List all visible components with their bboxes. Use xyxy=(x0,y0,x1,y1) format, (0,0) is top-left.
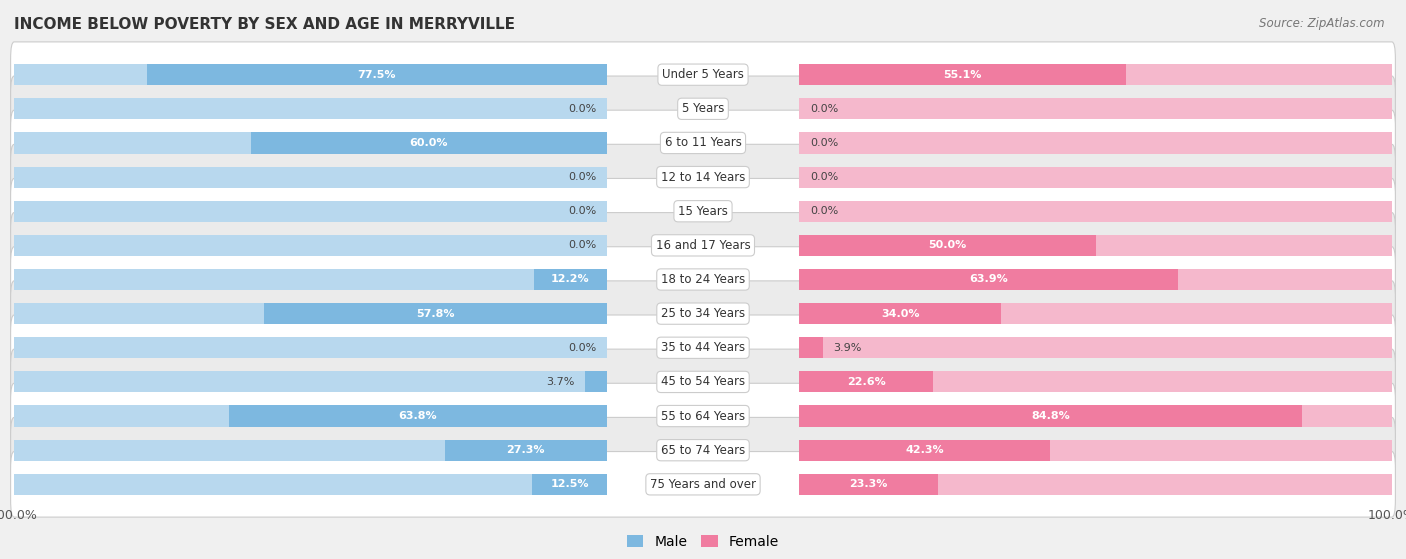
Bar xyxy=(800,303,1392,324)
Text: 12.2%: 12.2% xyxy=(551,274,589,285)
Bar xyxy=(533,473,606,495)
Text: 27.3%: 27.3% xyxy=(506,445,546,455)
Text: 3.9%: 3.9% xyxy=(832,343,862,353)
Bar xyxy=(14,303,606,324)
Text: 18 to 24 Years: 18 to 24 Years xyxy=(661,273,745,286)
FancyBboxPatch shape xyxy=(11,383,1395,449)
FancyBboxPatch shape xyxy=(11,349,1395,415)
Bar xyxy=(252,132,606,154)
Text: 60.0%: 60.0% xyxy=(409,138,449,148)
Text: 12 to 14 Years: 12 to 14 Years xyxy=(661,170,745,183)
Bar xyxy=(264,303,606,324)
Text: 50.0%: 50.0% xyxy=(928,240,967,250)
Text: 0.0%: 0.0% xyxy=(568,240,596,250)
Bar xyxy=(800,371,1392,392)
Text: 55.1%: 55.1% xyxy=(943,70,981,80)
Bar xyxy=(444,439,606,461)
Text: 0.0%: 0.0% xyxy=(568,343,596,353)
Text: Source: ZipAtlas.com: Source: ZipAtlas.com xyxy=(1260,17,1385,30)
Bar xyxy=(800,337,1392,358)
Bar xyxy=(800,473,938,495)
Bar xyxy=(800,439,1392,461)
Bar xyxy=(148,64,606,86)
Bar xyxy=(800,167,1392,188)
FancyBboxPatch shape xyxy=(11,110,1395,176)
Text: 65 to 74 Years: 65 to 74 Years xyxy=(661,444,745,457)
Text: 63.8%: 63.8% xyxy=(398,411,437,421)
Bar xyxy=(585,371,606,392)
Bar xyxy=(800,439,1050,461)
Text: 57.8%: 57.8% xyxy=(416,309,454,319)
Text: 55 to 64 Years: 55 to 64 Years xyxy=(661,410,745,423)
Bar xyxy=(14,371,606,392)
Text: 0.0%: 0.0% xyxy=(568,104,596,114)
Bar xyxy=(800,405,1392,427)
Bar xyxy=(800,132,1392,154)
Text: 75 Years and over: 75 Years and over xyxy=(650,478,756,491)
FancyBboxPatch shape xyxy=(11,315,1395,381)
Text: INCOME BELOW POVERTY BY SEX AND AGE IN MERRYVILLE: INCOME BELOW POVERTY BY SEX AND AGE IN M… xyxy=(14,17,515,32)
Text: 22.6%: 22.6% xyxy=(846,377,886,387)
FancyBboxPatch shape xyxy=(11,144,1395,210)
Bar xyxy=(229,405,606,427)
Text: 84.8%: 84.8% xyxy=(1031,411,1070,421)
Bar xyxy=(800,269,1178,290)
Bar xyxy=(800,337,823,358)
Text: 6 to 11 Years: 6 to 11 Years xyxy=(665,136,741,149)
Bar xyxy=(800,303,1001,324)
Text: 0.0%: 0.0% xyxy=(810,172,838,182)
Bar xyxy=(14,235,606,256)
Bar xyxy=(14,132,606,154)
Bar xyxy=(14,167,606,188)
Text: 34.0%: 34.0% xyxy=(882,309,920,319)
FancyBboxPatch shape xyxy=(11,178,1395,244)
Bar xyxy=(800,405,1302,427)
Text: 15 Years: 15 Years xyxy=(678,205,728,217)
Text: 0.0%: 0.0% xyxy=(810,104,838,114)
Bar xyxy=(800,201,1392,222)
Bar xyxy=(14,473,606,495)
Text: 0.0%: 0.0% xyxy=(810,206,838,216)
Text: 16 and 17 Years: 16 and 17 Years xyxy=(655,239,751,252)
Bar xyxy=(800,64,1392,86)
Bar xyxy=(14,64,606,86)
Bar xyxy=(534,269,606,290)
Text: 12.5%: 12.5% xyxy=(550,479,589,489)
FancyBboxPatch shape xyxy=(11,212,1395,278)
Bar xyxy=(800,473,1392,495)
Bar xyxy=(800,269,1392,290)
Text: 0.0%: 0.0% xyxy=(810,138,838,148)
Text: 63.9%: 63.9% xyxy=(969,274,1008,285)
Bar xyxy=(14,98,606,120)
FancyBboxPatch shape xyxy=(11,247,1395,312)
FancyBboxPatch shape xyxy=(11,281,1395,347)
Bar xyxy=(14,269,606,290)
Text: 35 to 44 Years: 35 to 44 Years xyxy=(661,342,745,354)
Bar xyxy=(14,201,606,222)
Text: 0.0%: 0.0% xyxy=(568,206,596,216)
Text: 23.3%: 23.3% xyxy=(849,479,887,489)
FancyBboxPatch shape xyxy=(11,76,1395,141)
Text: 42.3%: 42.3% xyxy=(905,445,943,455)
Text: Under 5 Years: Under 5 Years xyxy=(662,68,744,81)
Text: 5 Years: 5 Years xyxy=(682,102,724,115)
FancyBboxPatch shape xyxy=(11,452,1395,517)
FancyBboxPatch shape xyxy=(11,418,1395,483)
Bar xyxy=(800,235,1392,256)
Text: 25 to 34 Years: 25 to 34 Years xyxy=(661,307,745,320)
Text: 77.5%: 77.5% xyxy=(357,70,396,80)
Bar xyxy=(14,337,606,358)
Text: 45 to 54 Years: 45 to 54 Years xyxy=(661,376,745,389)
Legend: Male, Female: Male, Female xyxy=(621,529,785,555)
Text: 3.7%: 3.7% xyxy=(546,377,574,387)
Bar xyxy=(14,439,606,461)
FancyBboxPatch shape xyxy=(11,42,1395,107)
Text: 0.0%: 0.0% xyxy=(568,172,596,182)
Bar xyxy=(800,371,934,392)
Bar xyxy=(800,235,1095,256)
Bar xyxy=(14,405,606,427)
Bar xyxy=(800,98,1392,120)
Bar xyxy=(800,64,1126,86)
